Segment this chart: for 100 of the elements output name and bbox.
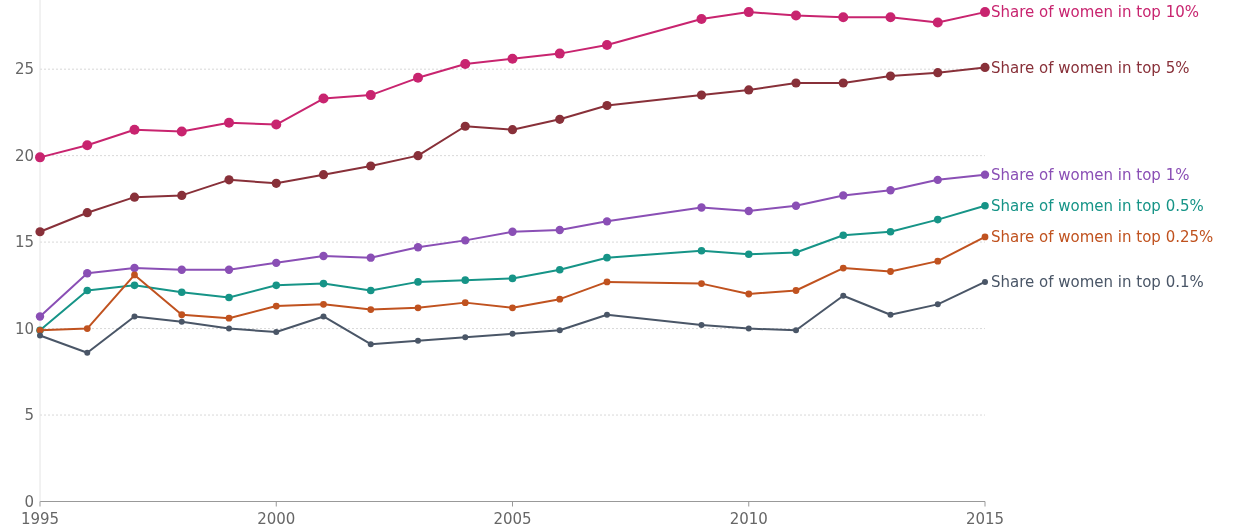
- point: [272, 302, 280, 310]
- point: [178, 318, 185, 325]
- point: [83, 325, 91, 332]
- point: [224, 175, 234, 185]
- point: [414, 278, 422, 286]
- point: [791, 201, 801, 210]
- point: [980, 170, 990, 179]
- point: [602, 100, 612, 111]
- point: [320, 313, 327, 320]
- point: [981, 201, 989, 210]
- point: [35, 227, 45, 237]
- y-tick-label: 20: [14, 146, 34, 165]
- x-tick-label: 2015: [965, 509, 1005, 528]
- point: [272, 258, 281, 268]
- y-tick-label: 5: [24, 406, 34, 425]
- x-tick-label: 2010: [729, 509, 768, 528]
- point: [696, 90, 707, 100]
- point: [743, 7, 754, 18]
- point: [460, 121, 470, 131]
- point: [271, 119, 282, 130]
- point: [509, 304, 516, 312]
- point: [83, 286, 92, 295]
- point: [744, 206, 753, 216]
- point: [413, 243, 423, 252]
- point: [460, 58, 471, 69]
- series-label: Share of women in top 0.5%: [991, 197, 1204, 216]
- point: [318, 93, 329, 104]
- point: [367, 341, 374, 348]
- point: [697, 203, 706, 212]
- point: [555, 225, 564, 235]
- point: [413, 151, 423, 161]
- point: [745, 290, 753, 298]
- point: [461, 236, 470, 245]
- series-label: Share of women in top 5%: [991, 58, 1190, 77]
- point: [556, 327, 563, 334]
- point: [509, 330, 516, 337]
- point: [129, 124, 140, 135]
- point: [508, 274, 517, 283]
- point: [932, 17, 943, 28]
- point: [603, 278, 611, 286]
- y-tick-label: 0: [24, 492, 34, 511]
- point: [177, 190, 187, 201]
- point: [82, 140, 93, 151]
- point: [744, 250, 753, 259]
- point: [885, 12, 896, 23]
- point: [698, 322, 705, 329]
- point: [366, 161, 376, 171]
- point: [604, 311, 610, 318]
- point: [696, 14, 707, 25]
- y-tick-label: 15: [14, 233, 34, 252]
- point: [461, 299, 469, 307]
- point: [319, 251, 328, 261]
- point: [508, 227, 517, 236]
- point: [413, 72, 423, 83]
- point: [555, 265, 564, 274]
- point: [225, 293, 233, 302]
- point: [367, 306, 375, 313]
- point: [415, 337, 421, 344]
- x-tick-label: 2005: [493, 509, 532, 528]
- point: [886, 227, 895, 236]
- point: [934, 257, 942, 265]
- point: [792, 248, 800, 257]
- point: [130, 281, 139, 290]
- point: [791, 10, 801, 21]
- point: [981, 233, 989, 241]
- point: [793, 327, 799, 334]
- point: [886, 186, 895, 195]
- x-tick-label: 2000: [257, 509, 296, 528]
- point: [272, 281, 281, 290]
- point: [840, 292, 847, 299]
- point: [224, 117, 234, 128]
- point: [698, 280, 705, 288]
- point: [225, 314, 233, 322]
- point: [934, 301, 941, 308]
- point: [982, 278, 988, 285]
- point: [414, 304, 422, 312]
- point: [366, 253, 375, 262]
- series-label: Share of women in top 1%: [991, 165, 1190, 184]
- series-label: Share of women in top 0.25%: [991, 228, 1214, 247]
- point: [176, 126, 187, 137]
- point: [507, 53, 518, 64]
- point: [318, 170, 329, 180]
- point: [602, 217, 612, 226]
- point: [838, 78, 848, 88]
- point: [556, 295, 564, 303]
- point: [838, 12, 849, 23]
- point: [35, 152, 45, 163]
- point: [84, 349, 91, 356]
- point: [320, 300, 327, 308]
- y-tick-label: 10: [14, 319, 34, 338]
- point: [791, 78, 801, 88]
- point: [83, 269, 92, 278]
- series-label: Share of women in top 0.1%: [991, 273, 1204, 292]
- point: [319, 279, 328, 288]
- point: [933, 68, 943, 78]
- point: [178, 311, 186, 319]
- point: [744, 85, 754, 95]
- point: [35, 312, 45, 321]
- point: [129, 192, 140, 202]
- point: [130, 263, 139, 273]
